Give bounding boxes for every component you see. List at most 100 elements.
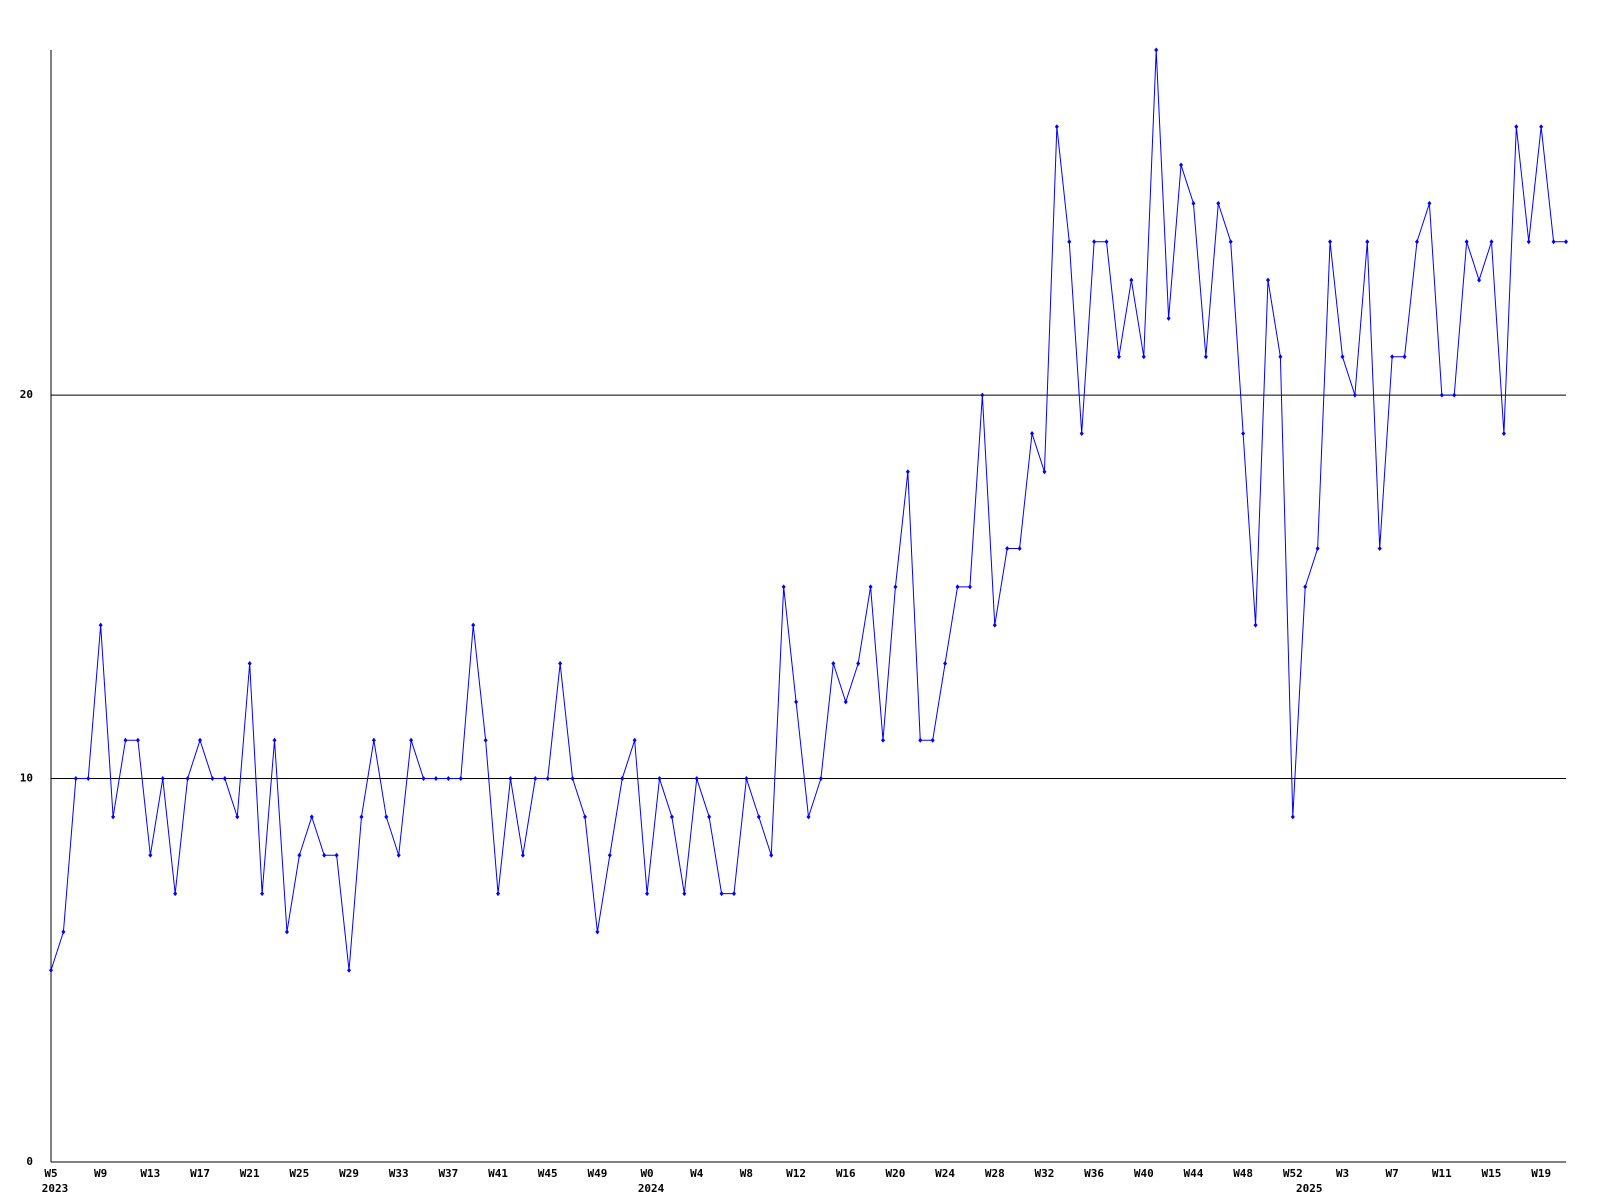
year-label: 2023	[42, 1182, 69, 1195]
data-point	[409, 737, 414, 743]
data-point	[1551, 239, 1556, 245]
x-tick-label: W3	[1336, 1167, 1349, 1180]
data-point	[1477, 277, 1482, 283]
data-point	[1526, 239, 1531, 245]
x-tick-label: W29	[339, 1167, 359, 1180]
data-point	[868, 584, 873, 590]
x-tick-label: W21	[240, 1167, 260, 1180]
data-point	[1030, 430, 1035, 436]
data-point	[86, 776, 91, 782]
data-point	[148, 852, 153, 858]
x-tick-label: W41	[488, 1167, 508, 1180]
data-point	[657, 776, 662, 782]
data-point	[632, 737, 637, 743]
data-point	[322, 852, 327, 858]
data-point	[73, 776, 78, 782]
data-point	[384, 814, 389, 820]
x-tick-label: W24	[935, 1167, 955, 1180]
data-point	[558, 661, 563, 667]
data-point	[570, 776, 575, 782]
x-tick-label: W12	[786, 1167, 806, 1180]
data-point	[545, 776, 550, 782]
x-tick-label: W25	[289, 1167, 309, 1180]
data-point	[1241, 430, 1246, 436]
data-point	[707, 814, 712, 820]
data-point	[235, 814, 240, 820]
y-tick-label: 20	[20, 388, 33, 401]
x-tick-label: W5	[44, 1167, 57, 1180]
data-point	[272, 737, 277, 743]
data-point	[173, 891, 178, 897]
data-point	[1514, 124, 1519, 130]
data-point	[496, 891, 501, 897]
data-point	[905, 469, 910, 475]
x-tick-label: W37	[438, 1167, 458, 1180]
data-point	[620, 776, 625, 782]
x-tick-label: W19	[1531, 1167, 1551, 1180]
data-point	[1203, 354, 1208, 360]
x-tick-label: W0	[640, 1167, 653, 1180]
data-point	[1564, 239, 1568, 245]
data-point	[1042, 469, 1047, 475]
data-point	[831, 661, 836, 667]
data-point	[1228, 239, 1233, 245]
data-point	[595, 929, 600, 935]
data-point	[582, 814, 587, 820]
data-point	[1464, 239, 1469, 245]
x-tick-label: W7	[1386, 1167, 1399, 1180]
data-point	[260, 891, 265, 897]
data-point	[918, 737, 923, 743]
data-line	[50, 49, 1566, 971]
data-point	[1017, 545, 1022, 551]
data-point	[1191, 200, 1196, 206]
data-point	[794, 699, 799, 705]
data-point	[210, 776, 215, 782]
data-point	[1452, 392, 1457, 398]
data-point	[1340, 354, 1345, 360]
x-tick-label: W13	[140, 1167, 160, 1180]
data-point	[1166, 315, 1171, 321]
data-point	[284, 929, 289, 935]
data-point	[980, 392, 985, 398]
data-point	[1315, 545, 1320, 551]
x-tick-label: W28	[985, 1167, 1005, 1180]
data-point	[247, 661, 252, 667]
x-tick-label: W11	[1432, 1167, 1452, 1180]
data-point	[682, 891, 687, 897]
data-point	[446, 776, 451, 782]
data-point	[1352, 392, 1357, 398]
data-point	[160, 776, 165, 782]
data-point	[1104, 239, 1109, 245]
data-point	[1129, 277, 1134, 283]
data-point	[49, 967, 53, 973]
x-tick-label: W44	[1184, 1167, 1204, 1180]
data-point	[1265, 277, 1270, 283]
x-tick-label: W36	[1084, 1167, 1104, 1180]
data-point	[1303, 584, 1308, 590]
data-point	[297, 852, 302, 858]
data-point	[955, 584, 960, 590]
data-point	[967, 584, 972, 590]
data-point	[694, 776, 699, 782]
data-point	[1365, 239, 1370, 245]
data-point	[61, 929, 66, 935]
data-point	[781, 584, 786, 590]
data-point	[1179, 162, 1184, 168]
data-point	[1216, 200, 1221, 206]
data-point	[1141, 354, 1146, 360]
data-point	[1427, 200, 1432, 206]
data-point	[347, 967, 352, 973]
data-point	[1054, 124, 1059, 130]
data-point	[1278, 354, 1283, 360]
x-tick-label: W4	[690, 1167, 704, 1180]
data-point	[818, 776, 823, 782]
data-point	[1067, 239, 1072, 245]
data-point	[1079, 430, 1084, 436]
data-point	[645, 891, 650, 897]
x-tick-label: W16	[836, 1167, 856, 1180]
data-point	[135, 737, 140, 743]
data-point	[881, 737, 886, 743]
x-tick-label: W52	[1283, 1167, 1303, 1180]
data-point	[992, 622, 997, 628]
